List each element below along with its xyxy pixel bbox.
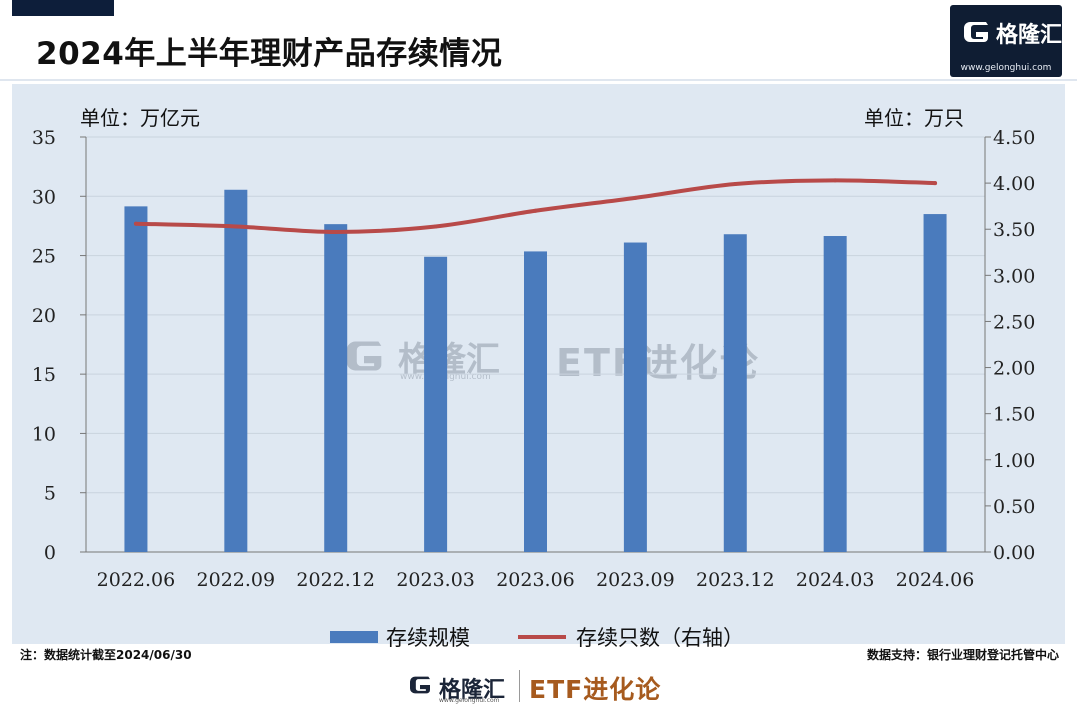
x-axis-tick-label: 2023.12 <box>696 569 775 591</box>
line-series-count <box>133 178 938 234</box>
left-axis-tick-label: 0 <box>44 542 56 564</box>
footer-brand-name: 格隆汇 <box>439 678 506 703</box>
left-axis-unit: 单位：万亿元 <box>80 106 200 130</box>
header-divider <box>0 79 1077 81</box>
left-axis-tick-label: 10 <box>32 423 56 445</box>
right-axis-tick-label: 0.00 <box>993 542 1035 564</box>
right-axis-tick-label: 3.00 <box>993 265 1035 287</box>
legend-line-label: 存续只数（右轴） <box>576 626 744 650</box>
page-title: 2024年上半年理财产品存续情况 <box>36 36 503 72</box>
right-axis-tick-label: 3.50 <box>993 219 1035 241</box>
bar-2024.03 <box>823 236 847 552</box>
line-point-2023.09 <box>633 195 638 200</box>
line-point-2022.09 <box>233 224 238 229</box>
line-point-2022.06 <box>133 221 138 226</box>
footer-logo-icon <box>410 676 430 694</box>
line-point-2022.12 <box>333 229 338 234</box>
footnote: 注：数据统计截至2024/06/30 <box>20 648 192 662</box>
left-axis-tick-label: 25 <box>32 246 56 268</box>
x-axis-tick-label: 2024.06 <box>896 569 975 591</box>
bar-2023.12 <box>723 234 747 552</box>
gelonghui-logo-icon <box>964 22 988 42</box>
bar-2022.06 <box>124 206 148 552</box>
brand-url: www.gelonghui.com <box>960 63 1052 73</box>
footer-etf-name: ETF进化论 <box>529 675 662 704</box>
footer-separator <box>519 670 520 702</box>
watermark-logo-icon <box>346 341 382 371</box>
right-axis-tick-label: 1.50 <box>993 404 1035 426</box>
line-point-2023.06 <box>533 208 538 213</box>
bar-2023.06 <box>524 251 547 552</box>
bar-2022.12 <box>324 224 348 552</box>
bar-2023.03 <box>424 256 448 552</box>
right-axis-tick-label: 4.50 <box>993 127 1035 149</box>
line-point-2023.03 <box>433 224 438 229</box>
bar-2024.06 <box>923 214 947 553</box>
x-axis-tick-label: 2023.03 <box>396 569 475 591</box>
line-point-2024.03 <box>833 178 838 183</box>
line-point-2024.06 <box>933 181 938 186</box>
bar-2023.09 <box>623 242 647 552</box>
left-axis-tick-label: 15 <box>32 364 56 386</box>
brand-name: 格隆汇 <box>996 23 1063 48</box>
left-axis-tick-label: 35 <box>32 127 56 149</box>
x-axis-tick-label: 2023.06 <box>496 569 575 591</box>
x-axis-tick-label: 2024.03 <box>796 569 875 591</box>
left-axis-tick-label: 20 <box>32 305 56 327</box>
legend-bar-label: 存续规模 <box>386 626 470 650</box>
bar-2022.09 <box>224 189 248 552</box>
legend-bar-swatch <box>330 631 378 643</box>
right-axis-tick-label: 4.00 <box>993 173 1035 195</box>
data-source: 数据支持：银行业理财登记托管中心 <box>866 648 1059 662</box>
left-axis-tick-label: 5 <box>44 483 56 505</box>
watermark-brand: 格隆汇 <box>398 340 500 380</box>
left-axis-tick-label: 30 <box>32 186 56 208</box>
x-axis-tick-label: 2022.09 <box>197 569 276 591</box>
right-axis-tick-label: 2.50 <box>993 311 1035 333</box>
right-axis-tick-label: 0.50 <box>993 496 1035 518</box>
x-axis-tick-label: 2023.09 <box>596 569 675 591</box>
right-axis-tick-label: 2.00 <box>993 358 1035 380</box>
top-tab-decoration <box>12 0 114 16</box>
footer-brand-url: www.gelonghui.com <box>439 697 500 704</box>
x-axis-tick-label: 2022.06 <box>97 569 176 591</box>
x-axis-tick-label: 2022.12 <box>296 569 375 591</box>
legend-line-swatch <box>518 635 566 639</box>
right-axis-tick-label: 1.00 <box>993 450 1035 472</box>
line-point-2023.12 <box>733 182 738 187</box>
right-axis-unit: 单位：万只 <box>864 106 964 130</box>
